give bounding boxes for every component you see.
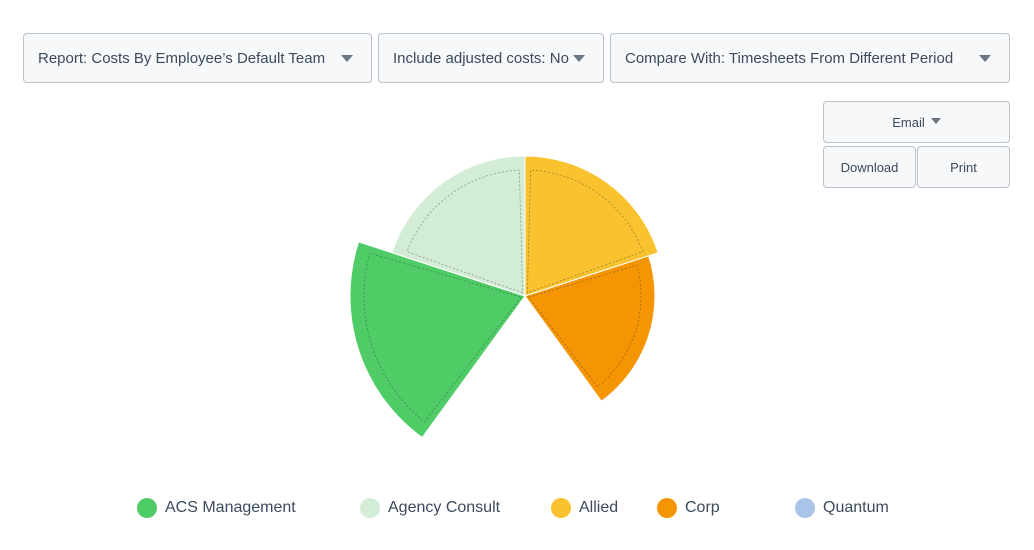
legend-label: Agency Consult [388, 499, 501, 516]
chevron-down-icon [930, 118, 941, 124]
legend-swatch [657, 498, 677, 518]
pie-slice-corp[interactable] [524, 255, 656, 402]
legend-label: Corp [685, 499, 720, 516]
chevron-down-icon [979, 55, 991, 62]
include-adjusted-costs-label: Include adjusted costs: No [393, 49, 569, 67]
legend-swatch [551, 498, 571, 518]
legend-swatch [137, 498, 157, 518]
compare-with-label: Compare With: Timesheets From Different … [625, 49, 954, 67]
include-adjusted-costs-dropdown[interactable]: Include adjusted costs: No [378, 33, 604, 83]
legend-label: Quantum [823, 499, 889, 516]
legend-item[interactable]: ACS Management [137, 492, 296, 524]
pie-slice-allied[interactable] [524, 155, 659, 297]
download-button-label: Download [840, 159, 899, 175]
chevron-down-icon [573, 55, 585, 62]
pie-slice-outline [406, 169, 524, 294]
legend-swatch [795, 498, 815, 518]
report-dropdown[interactable]: Report: Costs By Employee’s Default Team [23, 33, 372, 83]
pie-slice-outline [528, 264, 642, 388]
pie-slice-outline [526, 169, 644, 294]
print-button-label: Print [950, 159, 977, 175]
legend-label: Allied [579, 499, 619, 516]
compare-with-dropdown[interactable]: Compare With: Timesheets From Different … [610, 33, 1010, 83]
download-button[interactable]: Download [823, 146, 916, 188]
chevron-down-icon [341, 55, 353, 62]
report-dropdown-label: Report: Costs By Employee’s Default Team [38, 49, 326, 67]
pie-slice-acs-management[interactable] [349, 241, 526, 439]
legend-item[interactable]: Allied [551, 492, 618, 524]
legend-item[interactable]: Corp [657, 492, 720, 524]
pie-slice-agency-consult[interactable] [391, 155, 526, 297]
legend-item[interactable]: Quantum [795, 492, 889, 524]
email-button-label: Email [892, 114, 925, 130]
legend-item[interactable]: Agency Consult [360, 492, 500, 524]
email-button[interactable]: Email [823, 101, 1010, 143]
print-button[interactable]: Print [917, 146, 1010, 188]
polar-area-chart [349, 155, 659, 439]
chart-legend: ACS Management Agency Consult Allied Cor… [0, 492, 1034, 524]
legend-label: ACS Management [165, 499, 296, 516]
legend-swatch [360, 498, 380, 518]
